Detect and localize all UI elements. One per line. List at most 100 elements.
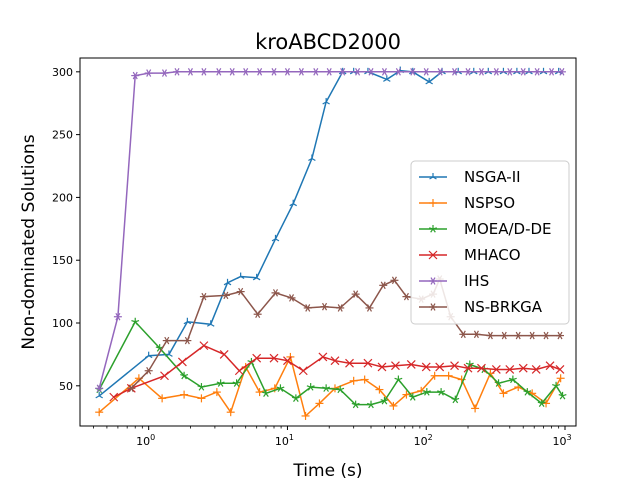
data-point-ihs (214, 68, 223, 76)
data-point-mhaco (377, 362, 387, 372)
data-point-mhaco (109, 392, 119, 402)
data-point-nspso (471, 404, 480, 413)
data-point-mhaco (345, 358, 354, 368)
data-point-ns-brkga (236, 287, 245, 296)
legend-item-ihs: IHS (419, 272, 489, 290)
data-point-ihs (557, 68, 566, 76)
data-point-nspso (499, 389, 508, 398)
data-point-mhaco (219, 349, 229, 359)
data-point-nsga-ii (252, 273, 261, 281)
data-point-ns-brkga (351, 290, 360, 298)
legend: NSGA-II NSPSO MOEA/D-DE MHACO IHS NS-BRKGA (410, 160, 570, 325)
data-point-ns-brkga (390, 276, 399, 285)
legend-item-moea-d-de: MOEA/D-DE (419, 220, 552, 238)
data-point-nsga-ii (322, 97, 330, 105)
data-point-moea-d-de (451, 395, 460, 404)
series-line-ihs (98, 71, 562, 389)
data-point-ns-brkga (271, 289, 280, 297)
data-point-mhaco (177, 357, 187, 367)
data-point-ihs (311, 68, 320, 76)
data-point-ihs (297, 68, 306, 76)
data-point-ihs (270, 68, 279, 76)
data-point-nsga-ii (289, 199, 297, 207)
data-point-nsga-ii (271, 234, 280, 242)
data-point-nsga-ii (206, 320, 215, 327)
data-point-ns-brkga (253, 310, 262, 318)
data-point-nspso (197, 394, 206, 403)
data-point-ihs (380, 68, 389, 76)
legend-label: NSGA-II (464, 168, 521, 186)
data-point-ns-brkga (486, 331, 495, 340)
data-point-moea-d-de (232, 379, 241, 387)
data-point-nsga-ii (425, 77, 433, 85)
y-tick-label: 50 (59, 380, 73, 393)
data-point-ihs (338, 68, 347, 76)
legend-marker (429, 303, 437, 311)
data-point-nspso (226, 408, 235, 417)
y-tick-label: 200 (52, 191, 73, 204)
data-point-ihs (160, 69, 169, 77)
data-point-ihs (173, 68, 182, 76)
data-point-ihs (325, 68, 334, 76)
data-point-moea-d-de (291, 394, 300, 402)
data-point-ns-brkga (459, 330, 468, 339)
data-point-mhaco (330, 356, 340, 366)
data-point-ihs (228, 68, 237, 76)
data-point-mhaco (363, 358, 373, 368)
data-point-nspso (430, 371, 439, 380)
data-point-ihs (533, 68, 542, 76)
data-point-mhaco (283, 356, 292, 366)
data-point-moea-d-de (336, 385, 345, 394)
chart-title: kroABCD2000 (255, 30, 401, 54)
legend-label: IHS (464, 272, 489, 290)
data-point-mhaco (450, 361, 459, 371)
plot-area (95, 66, 567, 420)
data-point-mhaco (199, 341, 209, 351)
data-point-ihs (95, 384, 104, 393)
legend-label: NSPSO (464, 194, 515, 212)
data-point-nsga-ii (236, 272, 245, 280)
data-point-ns-brkga (472, 330, 481, 339)
data-point-moea-d-de (261, 389, 270, 397)
data-point-ihs (505, 68, 514, 76)
data-point-mhaco (531, 365, 541, 374)
data-point-ihs (394, 68, 403, 76)
data-point-moea-d-de (180, 371, 189, 380)
data-point-moea-d-de (508, 375, 517, 384)
data-point-ihs (450, 68, 459, 76)
data-point-ns-brkga (500, 331, 509, 340)
data-point-nspso (402, 390, 411, 399)
data-point-mhaco (545, 361, 555, 371)
data-point-nspso (349, 376, 358, 385)
data-point-nspso (95, 408, 104, 417)
data-point-nspso (360, 375, 369, 384)
data-point-mhaco (234, 366, 244, 376)
data-point-moea-d-de (306, 383, 315, 391)
legend-item-ns-brkga: NS-BRKGA (419, 298, 543, 316)
series-ihs (95, 68, 566, 393)
data-point-mhaco (555, 365, 565, 374)
data-point-ns-brkga (542, 331, 551, 340)
data-point-mhaco (421, 362, 431, 372)
series-moea-d-de (95, 317, 567, 409)
data-point-moea-d-de (394, 375, 403, 384)
data-point-ns-brkga (183, 336, 192, 345)
legend-label: MHACO (464, 246, 521, 264)
data-point-mhaco (477, 363, 486, 373)
x-axis-label: Time (s) (292, 461, 362, 480)
data-point-mhaco (491, 365, 501, 374)
data-point-moea-d-de (197, 383, 206, 391)
x-axis: 100 101 102 103 (93, 426, 572, 448)
data-point-ihs (199, 68, 208, 76)
y-axis: 50 100 150 200 250 300 (52, 66, 80, 393)
data-point-ns-brkga (365, 304, 374, 312)
legend-marker (429, 173, 437, 180)
data-point-moea-d-de (558, 391, 567, 400)
data-point-nsga-ii (308, 154, 316, 161)
data-point-ihs (547, 68, 556, 76)
data-point-nsga-ii (383, 75, 391, 82)
legend-box (410, 160, 570, 325)
data-point-mhaco (160, 371, 169, 381)
data-point-mhaco (318, 352, 328, 362)
